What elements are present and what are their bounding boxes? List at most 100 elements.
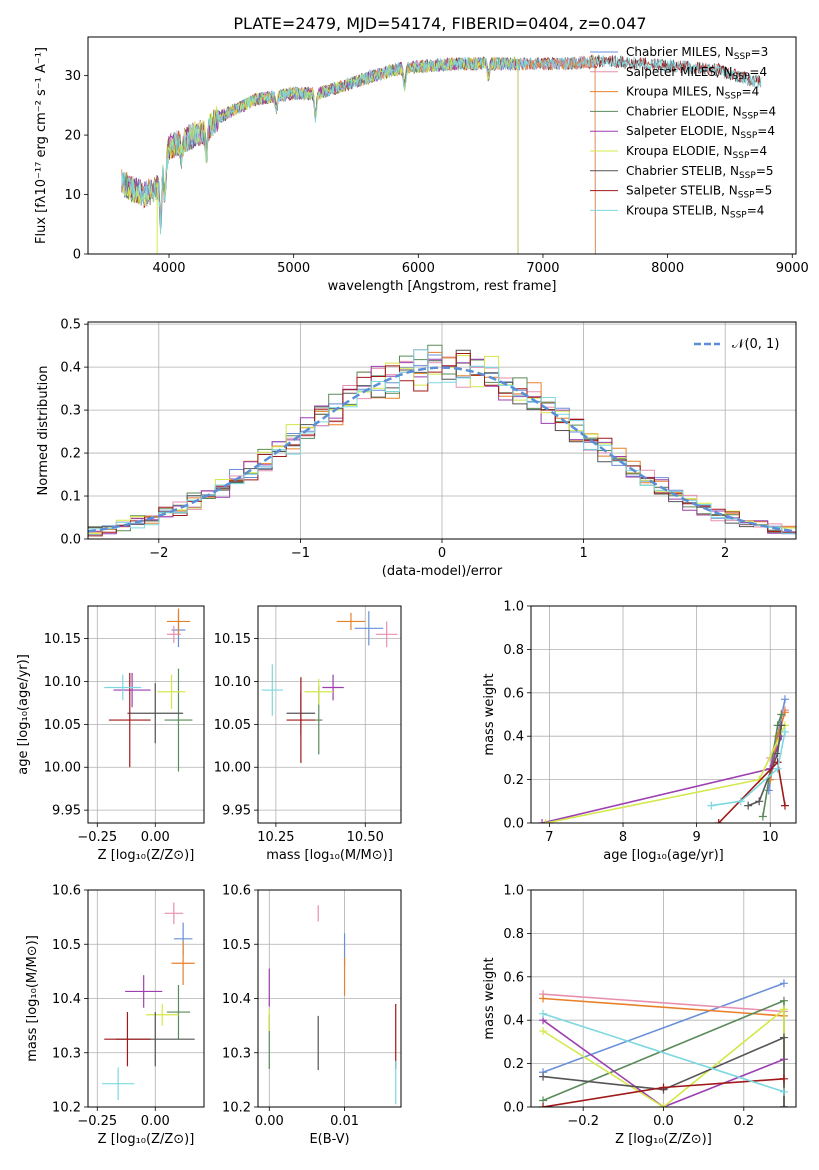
y-tick-label: 10.05 (214, 718, 251, 733)
x-tick-label: 9000 (776, 261, 809, 276)
residuals-panel: −2 −1 0 1 2 0.0 0.1 0.2 0.3 0.4 0.5 (data-model)/er… (36, 318, 797, 579)
x-tick-label: 0.00 (141, 1114, 170, 1129)
y-tick-label: 10.10 (44, 675, 81, 690)
y-tick-label: 10.6 (222, 884, 251, 899)
x-tick-label: 1 (579, 546, 587, 561)
weight-line-6 (542, 1036, 785, 1107)
x-axis-label: Z [log₁₀(Z/Z⊙)] (98, 848, 195, 863)
normal-curve (88, 366, 796, 533)
plot-area (538, 695, 789, 823)
plot-area (261, 611, 398, 763)
weight-marker-5 (541, 819, 550, 823)
y-tick-label: 10.00 (214, 761, 251, 776)
legend-entry-sub: SSP (733, 72, 750, 82)
axes-frame (530, 605, 797, 824)
y-tick-label: 10.2 (222, 1101, 251, 1116)
legend-entry: Kroupa MILES, NSSP=4 (626, 85, 759, 102)
legend-entry-main: Chabrier STELIB, N (626, 164, 739, 178)
x-axis-label: wavelength [Angstrom, rest frame] (328, 279, 557, 294)
legend-entry: Salpeter STELIB, NSSP=5 (626, 184, 772, 201)
y-tick-label: 10.15 (44, 632, 81, 647)
weight-line-2 (542, 997, 785, 1017)
legend-entry: Kroupa STELIB, NSSP=4 (626, 203, 764, 220)
x-tick-label: 8 (619, 830, 627, 845)
x-tick-label: 7000 (526, 261, 559, 276)
axes-frame (87, 605, 205, 824)
y-axis-label: Normed distribution (36, 366, 51, 496)
legend-entry-main: Chabrier MILES, N (626, 45, 734, 59)
age-vs-mass-panel: 10.25 10.50 9.95 10.00 10.05 10.10 10.15 mass [… (214, 605, 402, 863)
weight-marker-7 (659, 1083, 668, 1092)
y-tick-label: 0.0 (60, 533, 81, 548)
y-tick-label: 10.4 (222, 992, 251, 1007)
legend-entry: Chabrier ELODIE, NSSP=4 (626, 104, 776, 121)
legend-entry-sub: SSP (740, 131, 757, 141)
x-tick-label: 2 (721, 546, 729, 561)
weight-marker-3 (758, 812, 767, 821)
legend: Chabrier MILES, N SSP =3 Salpeter MILES, NS… (590, 45, 776, 220)
weight-marker-5 (659, 1103, 668, 1107)
legend-entry-main: Salpeter STELIB, N (626, 184, 738, 198)
x-tick-label: 0.01 (330, 1114, 359, 1129)
weight-marker-8 (773, 764, 782, 773)
legend-entry-tail: =4 (749, 144, 767, 158)
y-tick-label: 0.4 (60, 361, 81, 376)
y-tick-label: 9.95 (52, 804, 81, 819)
legend-entry-sub: SSP (738, 191, 755, 201)
legend-entry-main: Chabrier ELODIE, N (626, 104, 742, 118)
spectrum-line-5 (121, 57, 519, 254)
x-tick-label: 0.00 (141, 830, 170, 845)
y-tick-label: 9.95 (222, 804, 251, 819)
mass-vs-z-panel: −0.25 0.00 10.2 10.3 10.4 10.5 10.6 Z [log₁₀(Z/… (25, 884, 205, 1147)
y-tick-label: 1.0 (503, 600, 524, 615)
y-tick-label: 0.2 (503, 773, 524, 788)
axes-frame (257, 605, 402, 824)
x-tick-label: 0.00 (255, 1114, 284, 1129)
x-tick-label: 0.2 (733, 1114, 754, 1129)
y-axis-label: mass [log₁₀(M/M⊙)] (25, 935, 40, 1062)
y-tick-label: 0.0 (503, 817, 524, 832)
weight-marker-0 (764, 786, 773, 795)
legend-entry: Kroupa ELODIE, NSSP=4 (626, 144, 767, 161)
weight-marker-7 (714, 819, 723, 823)
legend-entry-tail: =4 (742, 85, 760, 99)
spectrum-panel: 4000 5000 6000 7000 8000 9000 0 10 20 30 wavelengt… (34, 36, 809, 294)
y-tick-label: 0 (73, 248, 81, 263)
y-tick-label: 1.0 (503, 884, 524, 899)
x-axis-label: mass [log₁₀(M/M⊙)] (266, 848, 393, 863)
y-tick-label: 10.05 (44, 718, 81, 733)
plot-area (101, 902, 195, 1100)
legend-entry-sub: SSP (730, 210, 747, 220)
x-axis-label: (data-model)/error (382, 564, 503, 579)
weight-marker-6 (779, 1103, 788, 1107)
x-tick-label: −0.25 (77, 830, 117, 845)
legend-entry-main: Salpeter ELODIE, N (626, 124, 740, 138)
y-axis-label: age [log₁₀(age/yr)] (16, 654, 31, 775)
y-tick-label: 0.3 (60, 404, 81, 419)
weight-marker-5 (779, 1005, 788, 1014)
y-tick-label: 10.10 (214, 675, 251, 690)
legend-entry-main: Kroupa ELODIE, N (626, 144, 733, 158)
legend-entry-tail: =3 (751, 45, 769, 59)
y-tick-label: 10.4 (52, 992, 81, 1007)
weight-marker-7 (779, 1074, 788, 1083)
plot-area (104, 608, 193, 772)
mass-vs-ebv-panel: 0.00 0.01 10.2 10.3 10.4 10.5 10.6 E(B-V) (222, 884, 402, 1147)
y-tick-label: 0.4 (503, 1014, 524, 1029)
weight-marker-8 (707, 801, 716, 810)
plot-area (539, 979, 788, 1107)
weight-marker-4 (538, 819, 547, 823)
age-vs-z-panel: −0.25 0.00 9.95 10.00 10.05 10.10 10.15 Z [log₁… (16, 605, 205, 863)
y-tick-label: 10 (64, 188, 81, 203)
y-tick-label: 10.2 (52, 1101, 81, 1116)
y-tick-label: 10.5 (52, 938, 81, 953)
legend-entry-sub: SSP (742, 111, 759, 121)
y-tick-label: 10.15 (214, 632, 251, 647)
legend-entry: Salpeter MILES, NSSP=4 (626, 65, 767, 82)
x-axis-label: Z [log₁₀(Z/Z⊙)] (615, 1132, 712, 1147)
x-tick-label: 0.0 (653, 1114, 674, 1129)
weight-marker-3 (779, 996, 788, 1005)
x-axis-label: E(B-V) (309, 1132, 349, 1147)
spectrum-line-8 (121, 55, 762, 235)
